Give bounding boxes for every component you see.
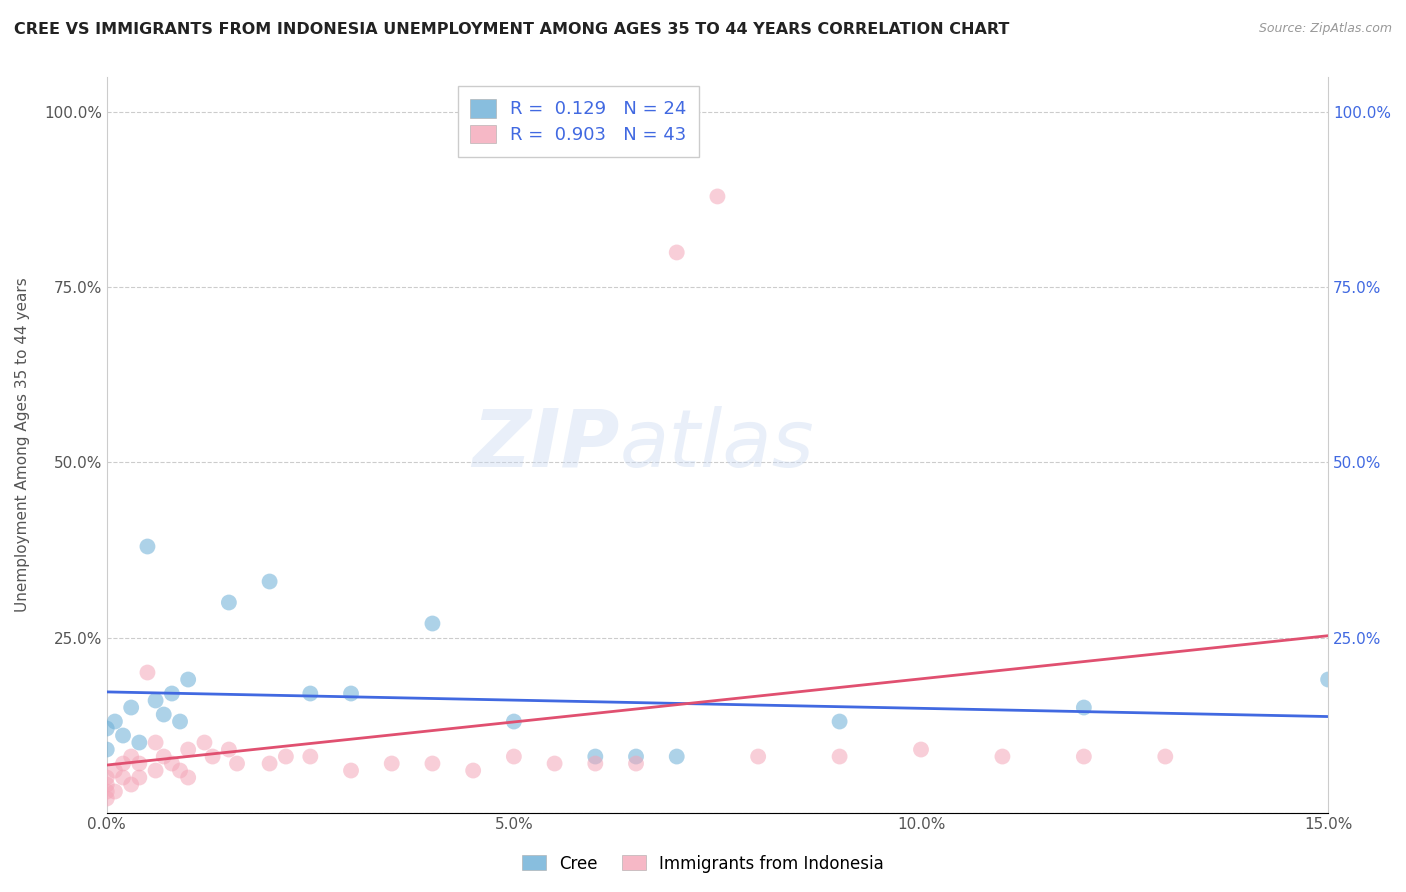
Point (991, 749, 1014, 764)
Point (128, 735, 150, 749)
Point (152, 707, 174, 722)
Point (226, 756, 249, 771)
Point (104, 714, 127, 729)
Text: ZIP: ZIP (472, 406, 620, 484)
Point (502, 749, 524, 764)
Point (152, 749, 174, 764)
Point (624, 756, 647, 771)
Point (104, 784, 127, 798)
Text: atlas: atlas (620, 406, 814, 484)
Point (96, 778, 118, 792)
Point (177, 673, 200, 687)
Point (96, 771, 118, 785)
Point (120, 778, 142, 792)
Point (112, 756, 135, 771)
Point (259, 574, 281, 589)
Point (145, 735, 167, 749)
Text: CREE VS IMMIGRANTS FROM INDONESIA UNEMPLOYMENT AMONG AGES 35 TO 44 YEARS CORRELA: CREE VS IMMIGRANTS FROM INDONESIA UNEMPL… (14, 22, 1010, 37)
Point (259, 756, 281, 771)
Point (624, 749, 647, 764)
Point (583, 756, 606, 771)
Legend: R =  0.129   N = 24, R =  0.903   N = 43: R = 0.129 N = 24, R = 0.903 N = 43 (458, 87, 699, 157)
Point (706, 189, 728, 203)
Point (274, 749, 297, 764)
Point (828, 714, 851, 729)
Point (218, 595, 240, 609)
Text: Source: ZipAtlas.com: Source: ZipAtlas.com (1258, 22, 1392, 36)
Point (96, 742, 118, 756)
Point (120, 700, 142, 714)
Point (340, 686, 363, 700)
Point (828, 749, 851, 764)
Point (218, 742, 240, 756)
Point (160, 686, 183, 700)
Point (1317, 673, 1340, 687)
Point (96, 791, 118, 805)
Point (583, 749, 606, 764)
Point (193, 735, 215, 749)
Point (177, 771, 200, 785)
Point (340, 764, 363, 778)
Point (299, 686, 322, 700)
Point (96, 784, 118, 798)
Point (1154, 749, 1177, 764)
Point (910, 742, 932, 756)
Point (169, 764, 191, 778)
Point (1073, 749, 1095, 764)
Point (145, 693, 167, 707)
Point (299, 749, 322, 764)
Point (422, 756, 444, 771)
Point (543, 756, 565, 771)
Point (104, 764, 127, 778)
Point (201, 749, 224, 764)
Point (120, 749, 142, 764)
Point (463, 764, 485, 778)
Point (502, 714, 524, 729)
Point (96, 722, 118, 736)
Point (145, 764, 167, 778)
Point (747, 749, 769, 764)
Point (136, 540, 159, 554)
Point (169, 714, 191, 729)
Point (128, 756, 150, 771)
Point (112, 729, 135, 743)
Point (422, 616, 444, 631)
Point (136, 665, 159, 680)
Legend: Cree, Immigrants from Indonesia: Cree, Immigrants from Indonesia (516, 848, 890, 880)
Point (112, 771, 135, 785)
Point (160, 756, 183, 771)
Point (177, 742, 200, 756)
Point (665, 749, 688, 764)
Point (381, 756, 404, 771)
Y-axis label: Unemployment Among Ages 35 to 44 years: Unemployment Among Ages 35 to 44 years (15, 277, 30, 613)
Point (1073, 700, 1095, 714)
Point (665, 245, 688, 260)
Point (128, 771, 150, 785)
